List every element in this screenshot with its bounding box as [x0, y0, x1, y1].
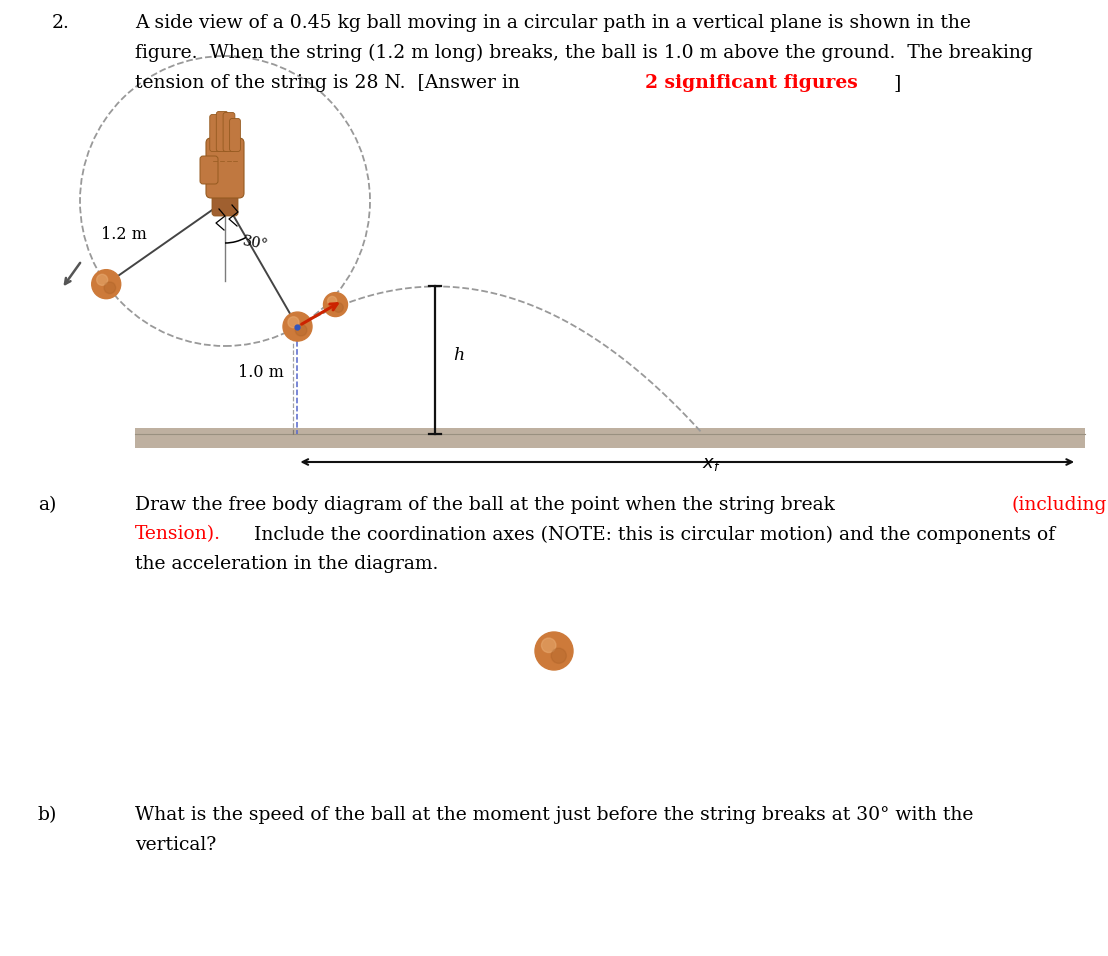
FancyBboxPatch shape	[216, 112, 228, 151]
Circle shape	[324, 293, 348, 316]
Text: 1.2 m: 1.2 m	[101, 226, 146, 243]
Circle shape	[104, 282, 115, 293]
Bar	[135, 428, 1085, 448]
FancyBboxPatch shape	[229, 119, 240, 151]
FancyBboxPatch shape	[209, 115, 222, 151]
Text: Include the coordination axes (NOTE: this is circular motion) and the components: Include the coordination axes (NOTE: thi…	[242, 526, 1055, 544]
Text: b): b)	[38, 806, 58, 824]
Circle shape	[296, 324, 307, 336]
Circle shape	[542, 638, 556, 653]
Text: 2 significant figures: 2 significant figures	[645, 74, 858, 92]
Circle shape	[92, 270, 121, 298]
Text: ]: ]	[893, 74, 901, 92]
Circle shape	[328, 296, 337, 306]
Text: a): a)	[38, 496, 57, 514]
FancyBboxPatch shape	[201, 156, 218, 184]
Text: (including: (including	[1012, 496, 1107, 514]
Circle shape	[334, 303, 343, 313]
FancyBboxPatch shape	[223, 113, 235, 151]
Text: tension of the string is 28 N.  [Answer in: tension of the string is 28 N. [Answer i…	[135, 74, 526, 92]
Text: 1.0 m: 1.0 m	[237, 364, 284, 380]
Text: 30°: 30°	[242, 234, 269, 252]
Text: figure.  When the string (1.2 m long) breaks, the ball is 1.0 m above the ground: figure. When the string (1.2 m long) bre…	[135, 44, 1033, 62]
Circle shape	[96, 274, 107, 285]
Text: $x_f$: $x_f$	[701, 455, 721, 473]
Text: h: h	[453, 347, 464, 363]
FancyBboxPatch shape	[212, 185, 238, 216]
Text: What is the speed of the ball at the moment just before the string breaks at 30°: What is the speed of the ball at the mom…	[135, 806, 973, 824]
Text: the acceleration in the diagram.: the acceleration in the diagram.	[135, 555, 439, 573]
Circle shape	[535, 632, 573, 670]
Text: 2.: 2.	[52, 14, 70, 32]
Text: Draw the free body diagram of the ball at the point when the string break: Draw the free body diagram of the ball a…	[135, 496, 841, 514]
Text: Tension).: Tension).	[135, 526, 220, 544]
Circle shape	[288, 316, 299, 328]
FancyBboxPatch shape	[206, 138, 244, 198]
Circle shape	[551, 648, 566, 663]
Circle shape	[283, 312, 312, 341]
Text: A side view of a 0.45 kg ball moving in a circular path in a vertical plane is s: A side view of a 0.45 kg ball moving in …	[135, 14, 971, 32]
Text: vertical?: vertical?	[135, 836, 216, 854]
